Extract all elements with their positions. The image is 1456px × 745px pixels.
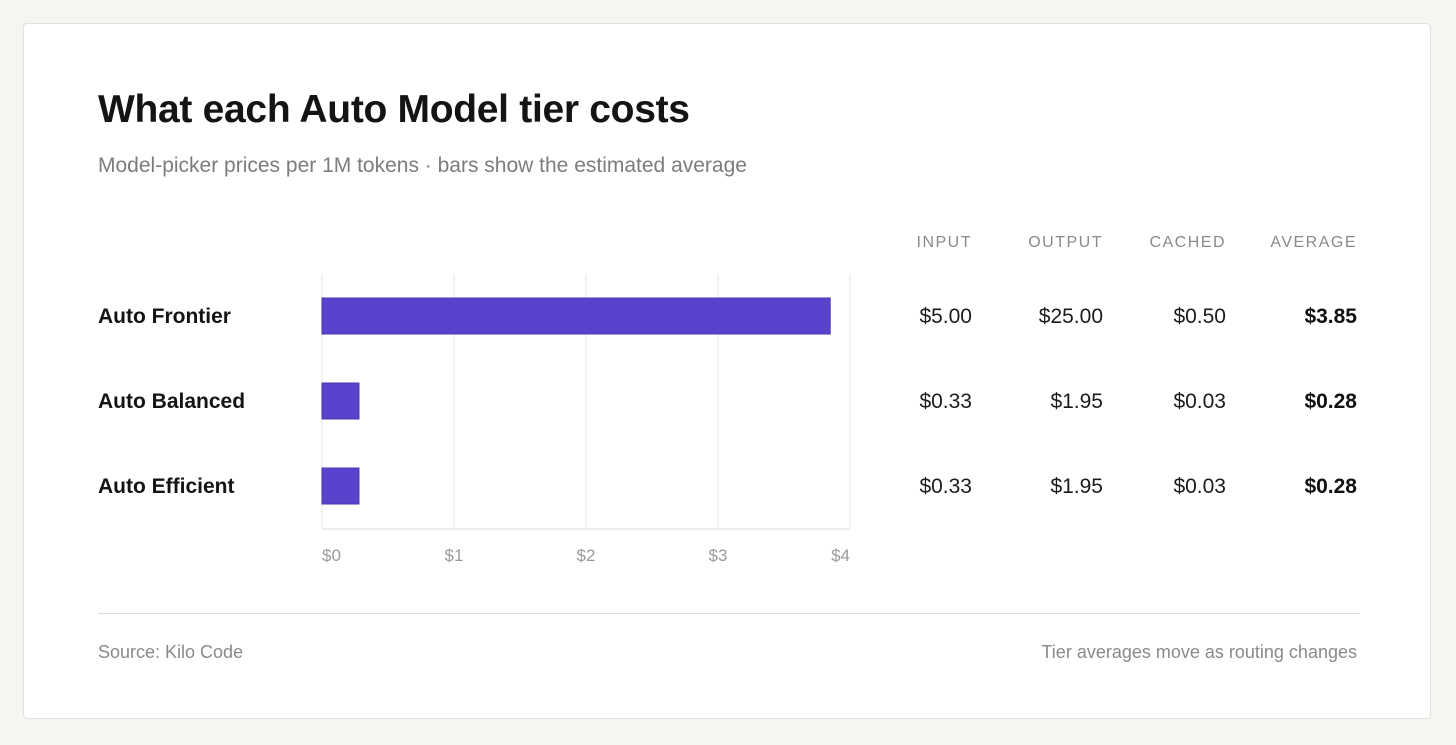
chart-title: What each Auto Model tier costs [98,88,690,131]
column-header-input: INPUT [916,234,972,251]
cell-input: $0.33 [919,475,972,498]
footer-note: Tier averages move as routing changes [1041,642,1357,662]
x-tick-label: $1 [445,546,464,565]
cell-average: $0.28 [1304,475,1357,498]
bar [321,297,831,335]
cell-cached: $0.03 [1173,475,1226,498]
source-note: Source: Kilo Code [98,642,244,662]
footer-divider [98,613,1360,614]
row-label-auto-efficient: Auto Efficient [98,475,235,498]
row-label-auto-balanced: Auto Balanced [98,390,246,413]
cell-average: $0.28 [1304,390,1357,413]
cell-output: $1.95 [1050,475,1103,498]
cell-cached: $0.03 [1173,390,1226,413]
cell-input: $0.33 [919,390,972,413]
x-tick-label: $0 [322,546,341,565]
chart-card: What each Auto Model tier costs Model-pi… [23,23,1431,719]
column-header-average: AVERAGE [1270,234,1357,251]
bar [321,467,360,505]
column-header-output: OUTPUT [1028,234,1103,251]
cell-input: $5.00 [919,305,972,328]
cell-output: $1.95 [1050,390,1103,413]
column-header-cached: CACHED [1149,234,1226,251]
bar-chart: $0 $1 $2 $3 $4 [321,274,851,565]
cell-output: $25.00 [1038,305,1103,328]
row-label-auto-frontier: Auto Frontier [98,305,231,328]
x-tick-label: $4 [831,546,850,565]
bar [321,382,360,420]
cell-cached: $0.50 [1173,305,1226,328]
chart-subtitle: Model-picker prices per 1M tokens · bars… [98,154,747,177]
cell-average: $3.85 [1304,305,1357,328]
x-tick-label: $2 [577,546,596,565]
x-tick-label: $3 [709,546,728,565]
